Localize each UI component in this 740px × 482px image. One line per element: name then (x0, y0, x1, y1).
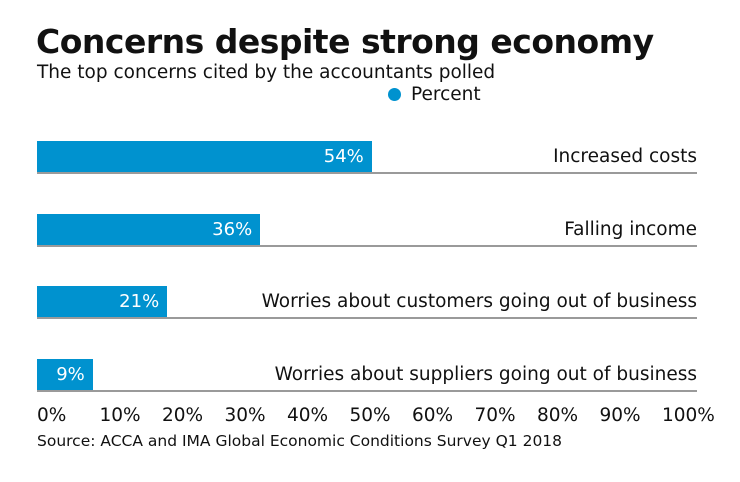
x-tick-label: 10% (99, 405, 141, 426)
row-divider (37, 389, 697, 392)
legend-label: Percent (411, 84, 481, 105)
category-label: Worries about customers going out of bus… (261, 291, 697, 312)
row-divider (37, 244, 697, 247)
data-label: 54% (323, 146, 364, 167)
x-tick-label: 80% (537, 405, 579, 426)
bar (37, 358, 93, 390)
row-divider (37, 317, 697, 319)
chart-subtitle: The top concerns cited by the accountant… (37, 62, 496, 83)
data-label: 9% (56, 363, 85, 385)
x-tick-label: 60% (412, 405, 454, 426)
x-tick-label: 90% (599, 405, 641, 426)
x-tick-label: 40% (287, 405, 329, 426)
category-label: Increased costs (553, 146, 697, 167)
bar (37, 213, 261, 245)
x-tick-label: 30% (224, 405, 266, 426)
x-tick-label: 70% (474, 405, 516, 426)
category-label: Falling income (564, 218, 697, 240)
legend-swatch (388, 88, 401, 101)
category-label: Worries about suppliers going out of bus… (274, 363, 697, 385)
bar (37, 286, 168, 317)
x-tick-label: 20% (162, 405, 204, 426)
chart-title: Concerns despite strong economy (36, 22, 654, 61)
bar (37, 141, 372, 172)
data-label: 21% (119, 291, 160, 312)
data-label: 36% (212, 218, 253, 240)
x-tick-label: 0% (37, 405, 67, 426)
source-note: Source: ACCA and IMA Global Economic Con… (37, 432, 563, 450)
x-tick-label: 50% (349, 405, 391, 426)
x-tick-label: 100% (662, 405, 715, 426)
row-divider (37, 172, 697, 174)
legend: Percent (388, 84, 481, 105)
